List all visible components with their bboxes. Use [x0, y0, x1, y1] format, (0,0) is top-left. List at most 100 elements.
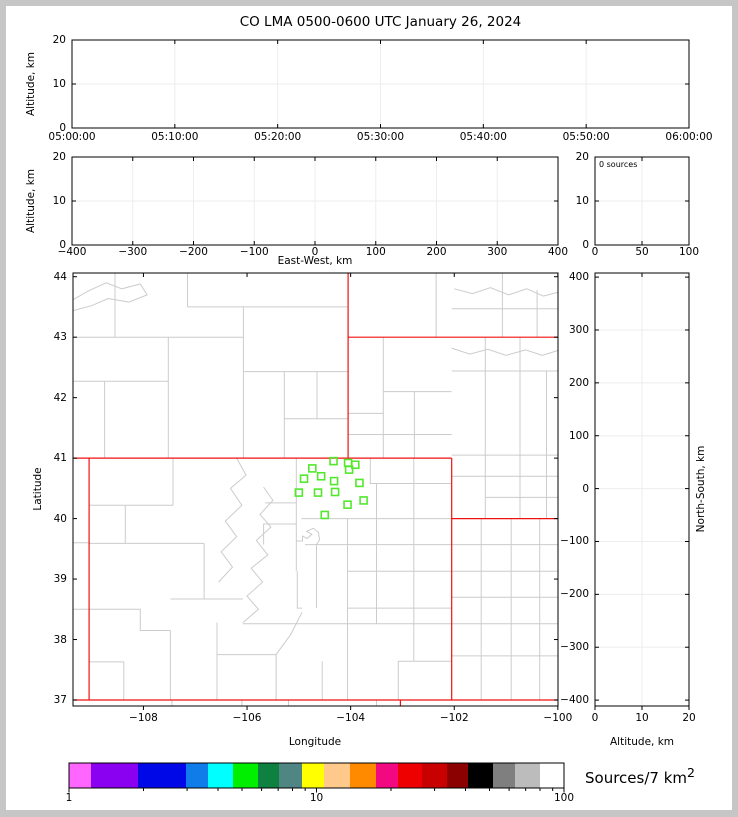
eastwest-axis-tick: −400 — [57, 246, 87, 258]
altitude-axis-tick: 10 — [635, 712, 649, 724]
colorbar-segment — [540, 763, 564, 788]
time-axis-tick: 05:20:00 — [254, 131, 302, 143]
altitude-axis-tick: 20 — [682, 712, 696, 724]
northsouth-axis-tick: 200 — [568, 376, 589, 389]
source-marker — [316, 471, 326, 481]
northsouth-axis-tick: 100 — [568, 429, 589, 442]
sources-count-annotation: 0 sources — [599, 160, 638, 169]
colorbar-segment — [208, 763, 233, 788]
eastwest-axis-tick: −100 — [239, 246, 269, 258]
colorbar-segment — [447, 763, 468, 788]
source-marker — [329, 456, 338, 466]
eastwest-axis-tick: 0 — [311, 246, 319, 258]
latitude-axis-tick: 42 — [53, 391, 67, 404]
northsouth-axis-tick: −400 — [560, 694, 589, 707]
colorbar-segment — [258, 763, 279, 788]
time-axis-tick: 05:50:00 — [562, 131, 610, 143]
longitude-axis-tick: −108 — [129, 712, 158, 724]
eastwest-axis-tick: −200 — [179, 246, 208, 258]
colorbar-segment — [376, 763, 398, 788]
colorbar-segment — [493, 763, 515, 788]
source-marker — [343, 500, 352, 509]
colorbar-tick: 10 — [309, 792, 324, 804]
latitude-axis-tick: 41 — [53, 452, 67, 465]
northsouth-axis-tick: 0 — [582, 482, 589, 495]
altitude-axis-tick: 0 — [591, 712, 599, 724]
source-marker — [320, 510, 330, 520]
northsouth-axis-tick: −300 — [560, 641, 589, 654]
colorbar-segment — [302, 763, 324, 788]
latitude-axis-tick: 43 — [53, 331, 67, 344]
source-marker — [344, 465, 354, 474]
altitude-axis-tick: 10 — [575, 195, 589, 207]
colorbar-segment — [398, 763, 422, 788]
northsouth-axis-tick: −100 — [560, 535, 589, 548]
eastwest-panel-ylabel: Altitude, km — [25, 168, 37, 234]
time-axis-tick: 05:40:00 — [459, 131, 507, 143]
source-marker — [355, 478, 364, 488]
hist-axis-tick: 50 — [635, 246, 649, 258]
hist-axis-tick: 100 — [678, 246, 700, 258]
altitude-axis-tick: 10 — [52, 195, 66, 207]
altitude-axis-tick: 0 — [59, 122, 66, 134]
colorbar-tick: 1 — [65, 792, 73, 804]
colorbar-segment — [468, 763, 493, 788]
colorbar-segment — [233, 763, 258, 788]
time-axis-tick: 06:00:00 — [665, 131, 713, 143]
colorbar-segment — [91, 763, 138, 788]
northsouth-axis-tick: 400 — [568, 271, 589, 284]
colorbar-label-sup: 2 — [687, 765, 695, 780]
source-marker — [308, 464, 317, 473]
colorbar-segment — [138, 763, 186, 788]
colorbar-segment — [515, 763, 540, 788]
time-axis-tick: 05:10:00 — [151, 131, 199, 143]
altitude-axis-tick: 20 — [52, 34, 66, 46]
latitude-axis-tick: 44 — [53, 270, 67, 283]
longitude-axis-tick: −106 — [232, 712, 262, 724]
figure-title: CO LMA 0500-0600 UTC January 26, 2024 — [239, 14, 522, 30]
latitude-axis-tick: 38 — [53, 633, 67, 646]
figure-background — [6, 6, 732, 810]
colorbar-label-text: Sources/7 km — [585, 769, 687, 787]
colorbar-segment — [279, 763, 302, 788]
altitude-axis-tick: 0 — [59, 239, 66, 251]
source-marker — [351, 460, 360, 470]
eastwest-axis-tick: 100 — [365, 246, 386, 258]
map-ylabel: Latitude — [32, 467, 44, 511]
source-marker — [313, 488, 323, 497]
source-marker — [359, 496, 368, 505]
hist-axis-tick: 0 — [591, 246, 599, 258]
time-axis-tick: 05:00:00 — [48, 131, 96, 143]
colorbar-segment — [324, 763, 350, 788]
source-marker — [294, 488, 304, 497]
eastwest-axis-tick: 200 — [426, 246, 447, 258]
colorbar-segment — [422, 763, 447, 788]
eastwest-panel-xlabel: East-West, km — [277, 255, 353, 267]
altitude-axis-tick: 20 — [575, 151, 589, 163]
time-axis-tick: 05:30:00 — [356, 131, 405, 143]
altitude-axis-tick: 10 — [52, 78, 66, 90]
altitude-axis-tick: 0 — [582, 239, 589, 251]
latitude-axis-tick: 39 — [53, 573, 67, 586]
longitude-axis-tick: −104 — [336, 712, 366, 724]
source-marker — [299, 474, 309, 483]
source-marker — [330, 487, 340, 497]
colorbar-segment — [350, 763, 376, 788]
latitude-axis-tick: 37 — [53, 694, 67, 706]
colorbar-label: Sources/7 km2 — [585, 765, 695, 787]
altitude-axis-tick: 20 — [52, 151, 66, 163]
northsouth-panel-xlabel: Altitude, km — [609, 736, 675, 748]
latitude-axis-tick: 40 — [53, 512, 67, 525]
colorbar-segment — [186, 763, 208, 788]
time-panel-ylabel: Altitude, km — [25, 51, 37, 117]
colorbar-tick: 100 — [553, 792, 575, 804]
source-marker — [329, 476, 339, 486]
eastwest-axis-tick: −300 — [118, 246, 148, 258]
eastwest-axis-tick: 300 — [487, 246, 508, 258]
northsouth-axis-tick: 300 — [568, 323, 589, 336]
northsouth-panel-ylabel: North-South, km — [695, 445, 707, 533]
longitude-axis-tick: −100 — [543, 712, 573, 724]
